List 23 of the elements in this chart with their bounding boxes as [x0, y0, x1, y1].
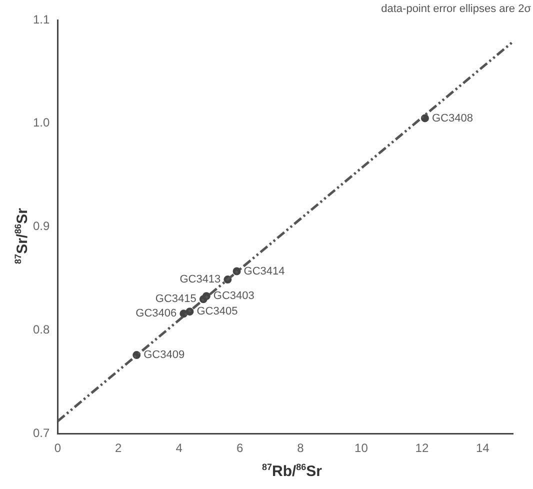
x-axis-title: $^{87}$Rb/$^{86}$Sr: [260, 462, 324, 480]
y-tick-label: 0.8: [32, 322, 50, 337]
y-tick-label: 1.1: [32, 12, 50, 26]
x-tick-label: 4: [176, 441, 183, 456]
x-tick-label: 2: [115, 441, 122, 456]
annotation: GC3413: [180, 274, 221, 286]
y-tick-label: 1.0: [32, 116, 50, 130]
annotation: GC3408: [432, 112, 473, 124]
annotation: GC3403: [213, 290, 254, 302]
x-tick-label: 12: [415, 441, 429, 456]
annotation: GC3415: [155, 293, 196, 306]
x-tick-label: 14: [476, 441, 490, 456]
x-tick-label: 0: [54, 441, 62, 456]
annotation: GC3409: [144, 349, 185, 362]
text: data-point error ellipses are 2σ: [381, 3, 532, 16]
annotation: GC3405: [196, 306, 238, 318]
annotation: GC3414: [244, 265, 285, 278]
x-tick-label: 8: [297, 441, 304, 456]
annotation: GC3406: [136, 308, 177, 320]
y-tick-label: 0.7: [32, 426, 50, 440]
x-tick-label: 10: [354, 441, 368, 456]
x-tick-label: 6: [236, 441, 244, 456]
y-tick-label: 0.9: [32, 219, 50, 234]
